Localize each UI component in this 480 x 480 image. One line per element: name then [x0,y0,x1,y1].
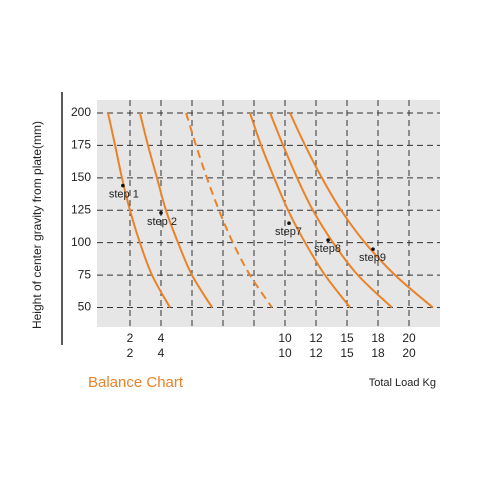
x-tick-label: 20 [402,346,416,360]
x-tick-label: 12 [309,346,323,360]
step-dot [371,247,375,251]
x-tick-label: 20 [402,331,416,345]
x-tick-label: 18 [371,346,385,360]
curve [107,112,171,309]
curve [138,112,213,309]
y-tick-label: 150 [71,170,91,184]
step-dot [326,238,330,242]
y-tick-label: 100 [71,235,91,249]
x-tick-label: 2 [127,331,134,345]
chart-title: Balance Chart [88,374,184,391]
y-tick-label: 50 [78,300,92,314]
curve [185,112,273,309]
x-tick-label: 2 [127,346,134,360]
x-axis-label: Total Load Kg [369,377,436,389]
y-tick-label: 200 [71,105,91,119]
curve [249,112,351,309]
curve [269,112,393,309]
plot-area [97,100,440,327]
curve [289,112,434,309]
step-dot [287,221,291,226]
y-axis-label: Height of center gravity from plate(mm) [30,121,44,329]
step-label: step9 [359,252,386,264]
y-tick-label: 75 [78,267,92,281]
x-tick-label: 12 [309,331,323,345]
y-tick-label: 125 [71,202,91,216]
x-tick-label: 18 [371,331,385,345]
x-tick-label: 4 [158,331,165,345]
x-tick-label: 10 [278,331,292,345]
step-label: step7 [275,226,302,238]
step-label: step 2 [147,216,177,228]
step-label: step 1 [109,189,139,201]
step-dot [159,211,163,215]
y-tick-label: 175 [71,138,91,152]
step-label: step8 [314,243,341,255]
x-tick-label: 15 [340,346,354,360]
x-tick-label: 4 [158,346,165,360]
x-tick-label: 10 [278,346,292,360]
x-tick-label: 15 [340,331,354,345]
step-dot [121,183,125,188]
